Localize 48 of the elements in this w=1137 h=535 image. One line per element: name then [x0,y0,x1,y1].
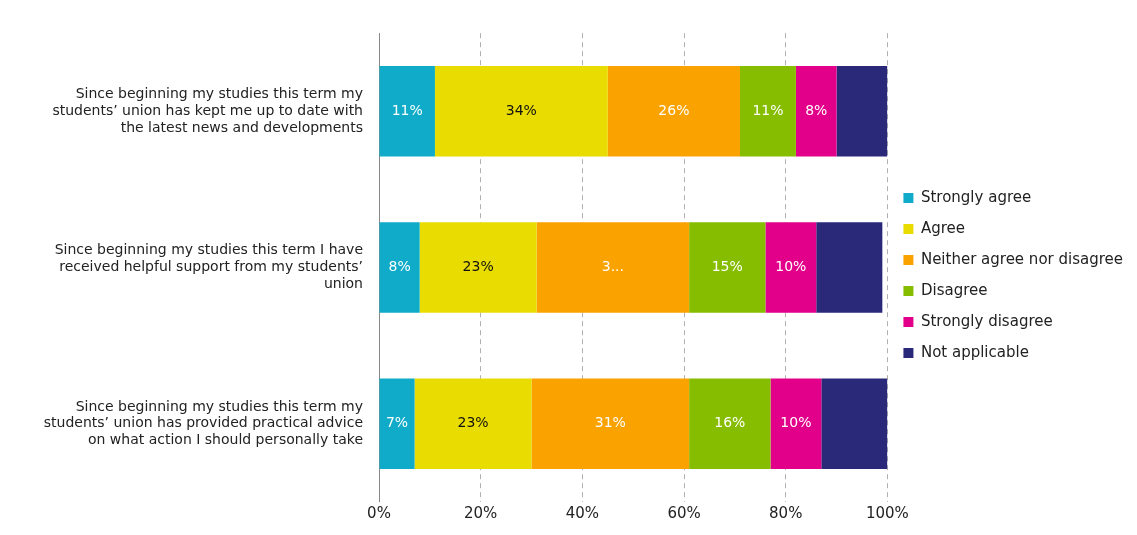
bar [414,378,532,469]
data-label: 10% [775,258,807,275]
bar [795,66,837,157]
bar [607,66,740,157]
bar [821,378,888,469]
y-tick-label: Since beginning my studies this term my students’ union has kept me up to date with the latest news and developments [52,85,363,135]
bar [536,222,690,313]
bar [836,66,888,157]
x-tick-label: 20% [464,503,498,522]
data-label: 3... [601,258,625,275]
data-label: 23% [457,414,489,431]
data-label: 31% [594,414,626,431]
bar [379,66,435,157]
bar [739,66,796,157]
data-label: 11% [752,101,784,118]
bar [770,378,822,469]
legend-label: Agree [920,218,965,237]
bar [379,222,420,313]
legend-label: Strongly disagree [920,311,1053,330]
legend-label: Disagree [920,280,988,299]
bar [434,66,608,157]
data-label: 8% [388,258,411,275]
bar [765,222,817,313]
bar [531,378,690,469]
x-tick-label: 0% [367,503,391,522]
data-label: 10% [780,414,812,431]
y-tick-label: Since beginning my studies this term my students’ union has provided practical advice on what action I should personally take [43,397,363,448]
data-label: 26% [658,101,690,118]
y-tick-label: Since beginning my studies this term I have received helpful support from my students’ union [54,241,363,291]
data-label: 11% [391,101,423,118]
legend-label: Not applicable [920,342,1029,361]
x-tick-label: 40% [565,503,600,522]
data-label: 34% [505,101,537,118]
data-label: 16% [714,414,746,431]
legend-label: Neither agree nor disagree [920,249,1123,268]
bar [816,222,883,313]
bar [379,378,415,469]
x-tick-label: 60% [667,503,701,522]
bar [689,378,771,469]
data-label: 8% [805,101,828,118]
data-label: 23% [462,258,494,275]
data-label: 15% [711,258,743,275]
bar [419,222,537,313]
data-label: 7% [385,414,409,431]
x-tick-label: 100% [865,503,909,522]
legend-label: Strongly agree [920,187,1032,206]
x-tick-label: 80% [769,503,803,522]
bar [689,222,766,313]
